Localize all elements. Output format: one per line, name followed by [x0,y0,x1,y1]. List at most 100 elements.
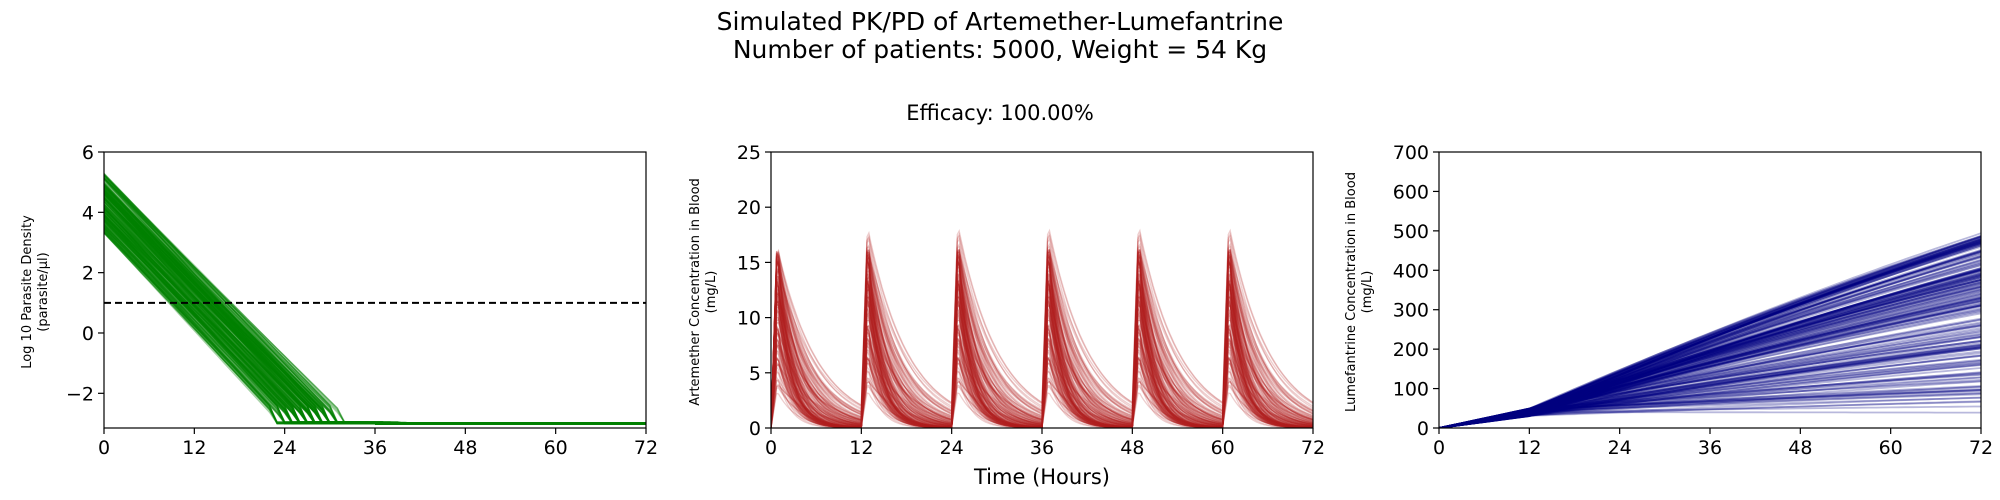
lumefantrine-series-line [1439,302,1981,428]
x-tick-label: 72 [1969,437,1993,459]
artemether-series-line [771,264,1313,428]
artemether-series-line [771,386,1313,428]
artemether-series-line [771,260,1313,428]
lumefantrine-series-line [1439,251,1981,428]
parasite-series-line [104,223,646,425]
lumefantrine-series-line [1439,238,1981,428]
y-tick-label: 200 [1393,339,1429,361]
y-tick-label: 700 [1393,142,1429,164]
x-tick-label: 12 [182,437,206,459]
lumefantrine-series-line [1439,392,1981,428]
lumefantrine-series-line [1439,290,1981,428]
lumefantrine-ticks: 0 12 24 36 48 60 72 0 100 200 300 400 500 600 700 [1393,142,1993,459]
artemether-series-line [771,380,1313,428]
lumefantrine-series-line [1439,275,1981,428]
parasite-series-line [104,223,646,425]
lumefantrine-series-line [1439,275,1981,428]
lumefantrine-series-line [1439,242,1981,428]
lumefantrine-series-line [1439,400,1981,428]
lumefantrine-series-line [1439,261,1981,428]
lumefantrine-series-line [1439,292,1981,428]
artemether-series-line [771,255,1313,428]
lumefantrine-series-line [1439,289,1981,428]
lumefantrine-series-line [1439,258,1981,428]
lumefantrine-series-line [1439,331,1981,428]
lumefantrine-series-line [1439,345,1981,428]
lumefantrine-series-line [1439,317,1981,428]
lumefantrine-series-line [1439,411,1981,428]
parasite-series-line [104,222,646,425]
parasite-series-line [104,224,646,425]
parasite-series-line [104,220,646,425]
artemether-series-line [771,371,1313,428]
y-tick-label: 25 [737,142,761,164]
lumefantrine-series-line [1439,281,1981,428]
lumefantrine-series-line [1439,354,1981,428]
parasite-series-line [104,220,646,425]
lumefantrine-series-line [1439,380,1981,428]
lumefantrine-series-line [1439,336,1981,428]
lumefantrine-series-line [1439,249,1981,428]
lumefantrine-series-line [1439,346,1981,428]
lumefantrine-series-line [1439,259,1981,428]
parasite-plot-area [104,172,646,425]
artemether-series-line [771,242,1313,428]
artemether-series-line [771,232,1313,428]
lumefantrine-series-line [1439,287,1981,428]
artemether-series-line [771,285,1313,428]
y-tick-label: 300 [1393,300,1429,322]
artemether-series-line [771,323,1313,428]
lumefantrine-series-line [1439,236,1981,428]
artemether-series-line [771,323,1313,428]
parasite-series-line [104,224,646,425]
x-tick-label: 48 [1788,437,1812,459]
lumefantrine-series-line [1439,272,1981,428]
lumefantrine-series-line [1439,249,1981,428]
lumefantrine-series-line [1439,305,1981,428]
lumefantrine-series-line [1439,243,1981,428]
parasite-series-line [104,220,646,425]
lumefantrine-series-line [1439,299,1981,428]
artemether-series-line [771,319,1313,428]
artemether-series-line [771,265,1313,428]
artemether-series-line [771,253,1313,428]
lumefantrine-series-line [1439,304,1981,428]
lumefantrine-series-line [1439,346,1981,428]
lumefantrine-series-line [1439,350,1981,428]
lumefantrine-series-line [1439,241,1981,428]
lumefantrine-series-line [1439,311,1981,428]
artemether-series-line [771,304,1313,428]
lumefantrine-series-line [1439,239,1981,428]
lumefantrine-series-line [1439,274,1981,428]
artemether-series-line [771,296,1313,428]
lumefantrine-series-line [1439,232,1981,428]
artemether-series-line [771,286,1313,428]
parasite-series-line [104,223,646,425]
lumefantrine-series-line [1439,244,1981,428]
x-tick-label: 36 [1030,437,1054,459]
parasite-series-line [104,221,646,425]
lumefantrine-series-line [1439,380,1981,428]
parasite-series-line [104,220,646,425]
lumefantrine-series-line [1439,363,1981,428]
artemether-series-line [771,281,1313,428]
artemether-series-line [771,260,1313,428]
artemether-series-line [771,282,1313,428]
lumefantrine-series-line [1439,256,1981,428]
lumefantrine-series-line [1439,300,1981,428]
lumefantrine-series-line [1439,344,1981,428]
artemether-series-line [771,252,1313,428]
lumefantrine-series-line [1439,237,1981,428]
lumefantrine-ylabel-line2: (mg/L) [1360,271,1375,314]
lumefantrine-series-line [1439,251,1981,428]
artemether-series-line [771,301,1313,428]
artemether-series-line [771,251,1313,428]
artemether-series-line [771,255,1313,428]
figure-subtitle: Number of patients: 5000, Weight = 54 Kg [733,35,1267,64]
lumefantrine-series-line [1439,253,1981,428]
lumefantrine-series-line [1439,274,1981,428]
lumefantrine-series-line [1439,373,1981,428]
lumefantrine-series-line [1439,342,1981,428]
y-tick-label: 15 [737,252,761,274]
